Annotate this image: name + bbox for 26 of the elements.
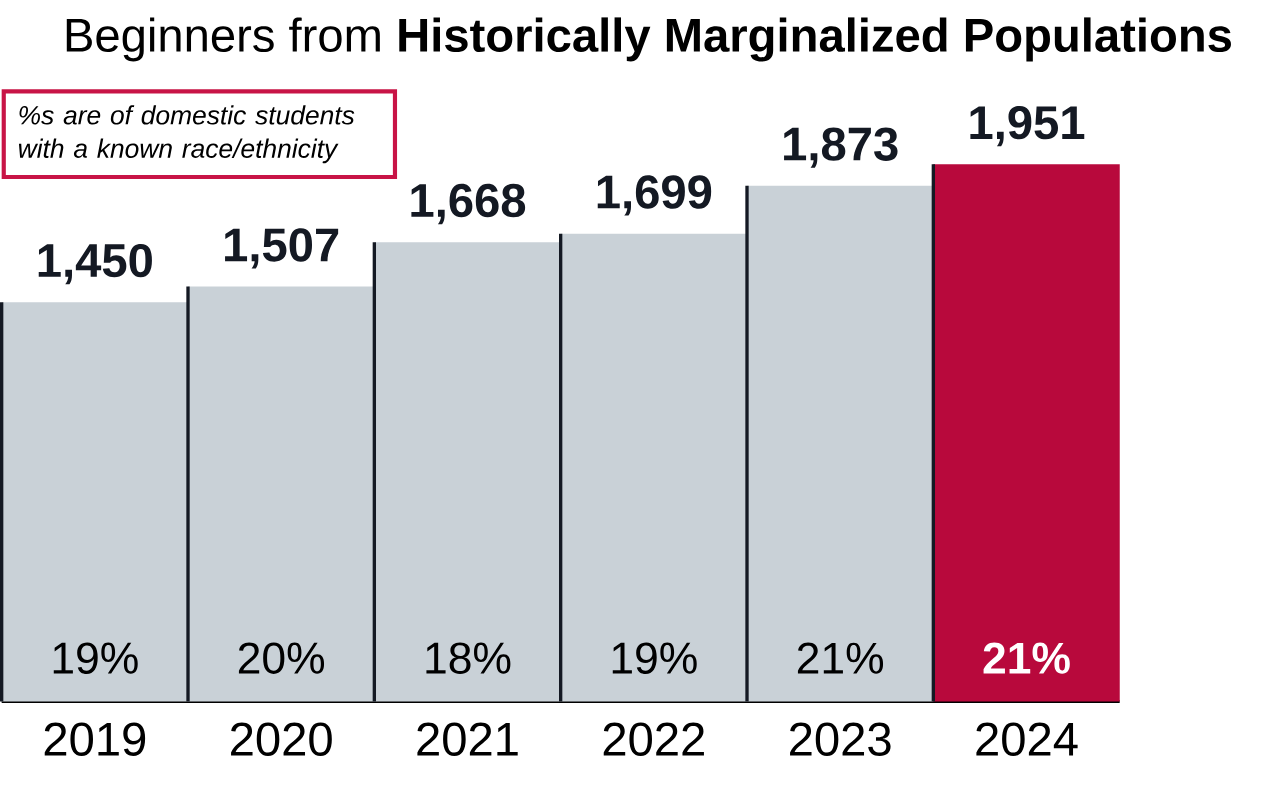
x-tick-label: 2023: [790, 722, 891, 756]
x-tick-label: 2021: [417, 722, 518, 756]
data-label: 1,951: [970, 105, 1085, 147]
chart-title: Beginners from Historically Marginalized Populations: [66, 17, 1231, 62]
data-label: 1,507: [225, 228, 339, 269]
annotation: 21%: [983, 642, 1070, 674]
x-tick-label: 2024: [976, 722, 1078, 756]
x-tick-label: 2019: [44, 722, 146, 756]
bar: [933, 164, 1120, 702]
data-label: 1,873: [784, 127, 898, 168]
x-tick-label: 2020: [231, 722, 332, 756]
x-tick-label: 2022: [603, 722, 704, 756]
annotation: 20%: [238, 642, 325, 674]
data-label: 1,450: [38, 243, 152, 285]
data-label: 1,668: [411, 183, 526, 225]
text: %s are of domestic students with a known race/ethnicity: [18, 105, 355, 164]
annotation: 19%: [612, 642, 697, 674]
data-label: 1,699: [597, 175, 712, 216]
bar: [746, 185, 934, 702]
annotation: 19%: [53, 642, 138, 674]
bar: [560, 233, 748, 702]
bar: [374, 242, 561, 702]
bar: [1, 302, 189, 702]
annotation: 18%: [426, 642, 511, 674]
annotation: 21%: [797, 642, 884, 674]
bar: [187, 286, 375, 702]
